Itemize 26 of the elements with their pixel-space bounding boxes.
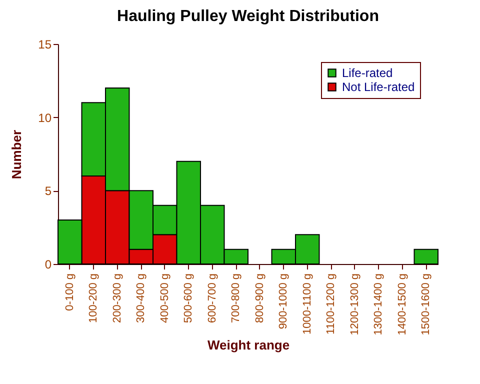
legend-label: Life-rated bbox=[342, 66, 393, 80]
x-axis-title: Weight range bbox=[207, 337, 290, 352]
x-tick-label: 1100-1200 g bbox=[325, 274, 338, 334]
x-tick-label: 800-900 g bbox=[254, 274, 266, 324]
y-tick-label: 5 bbox=[44, 184, 52, 198]
x-tick-label: 200-300 g bbox=[111, 274, 124, 324]
y-tick-label: 0 bbox=[44, 258, 52, 272]
x-tick-label: 500-600 g bbox=[182, 274, 195, 324]
y-axis-title: Number bbox=[9, 130, 24, 180]
x-tick-label: 900-1000 g bbox=[278, 274, 290, 330]
x-tick-label: 600-700 g bbox=[206, 274, 218, 324]
legend-label: Not Life-rated bbox=[342, 80, 415, 94]
x-tick-label: 700-800 g bbox=[230, 274, 242, 324]
chart-title: Hauling Pulley Weight Distribution bbox=[117, 8, 379, 25]
x-tick-label: 1000-1100 g bbox=[301, 274, 314, 334]
x-tick-label: 1200-1300 g bbox=[348, 274, 361, 336]
x-tick-label: 1500-1600 g bbox=[420, 274, 432, 336]
bar bbox=[414, 248, 438, 264]
x-tick-label: 0-100 g bbox=[64, 274, 76, 311]
x-tick-label: 400-500 g bbox=[158, 274, 171, 324]
x-tick-label: 1300-1400 g bbox=[372, 274, 385, 336]
y-tick-label: 15 bbox=[38, 38, 52, 52]
y-tick-label: 10 bbox=[38, 110, 52, 125]
x-tick-label: 300-400 g bbox=[135, 274, 148, 324]
x-tick-label: 100-200 g bbox=[88, 274, 100, 324]
x-tick-label: 1400-1500 g bbox=[396, 274, 408, 336]
